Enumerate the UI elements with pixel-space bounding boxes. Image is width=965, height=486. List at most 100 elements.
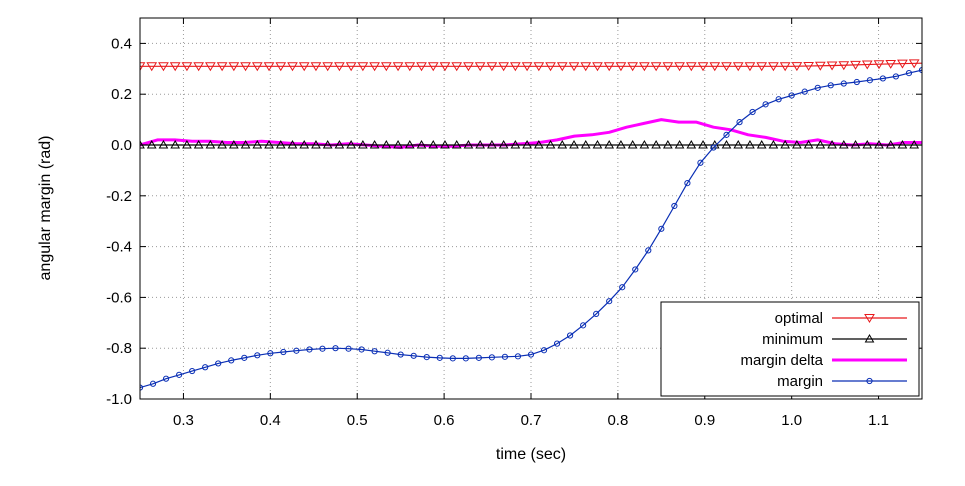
optimal-marker xyxy=(204,62,216,72)
margin-point xyxy=(801,88,808,95)
minimum-marker xyxy=(803,139,814,149)
minimum-marker xyxy=(756,139,767,149)
margin-point xyxy=(671,202,678,210)
margin-point xyxy=(449,355,456,362)
margin-point xyxy=(632,266,639,273)
y-tick-label: 0.0 xyxy=(111,137,132,154)
optimal-marker xyxy=(885,59,897,69)
margin-point xyxy=(918,66,922,74)
minimum-marker xyxy=(158,139,169,149)
minimum-marker xyxy=(780,139,791,149)
optimal-marker xyxy=(545,62,556,72)
x-tick-label: 0.8 xyxy=(607,412,628,429)
margin-point xyxy=(540,347,548,354)
optimal-marker xyxy=(140,62,146,72)
minimum-marker xyxy=(463,139,474,149)
margin-point xyxy=(736,119,743,126)
margin-point xyxy=(645,247,652,254)
margin-point xyxy=(267,350,274,357)
optimal-marker xyxy=(463,62,474,72)
margin-point xyxy=(905,70,913,77)
minimum-marker xyxy=(768,139,779,149)
optimal-marker xyxy=(521,62,533,72)
optimal-marker xyxy=(380,62,392,72)
minimum-marker xyxy=(228,139,239,149)
optimal-marker xyxy=(404,62,416,72)
optimal-marker xyxy=(533,62,545,72)
margin-point xyxy=(606,298,613,305)
margin-point xyxy=(423,353,430,361)
margin-point xyxy=(397,351,404,358)
optimal-marker xyxy=(768,62,779,72)
minimum-marker xyxy=(792,139,802,149)
margin-point xyxy=(527,351,535,358)
legend-marker-optimal xyxy=(864,314,875,323)
margin-point xyxy=(567,332,574,339)
margin-point xyxy=(658,225,665,232)
margin-point xyxy=(827,82,834,89)
margin-point xyxy=(149,380,157,387)
optimal-marker xyxy=(251,62,263,72)
minimum-marker xyxy=(182,139,192,149)
legend: optimal minimum margin delta margin xyxy=(660,301,920,397)
optimal-marker xyxy=(908,59,920,69)
margin-point xyxy=(684,180,691,187)
margin-point xyxy=(462,355,469,362)
minimum-marker xyxy=(569,139,579,149)
minimum-marker xyxy=(322,139,333,149)
optimal-marker xyxy=(146,62,158,72)
minimum-marker xyxy=(733,139,744,149)
optimal-marker xyxy=(158,62,169,72)
minimum-marker xyxy=(897,139,908,149)
x-tick-label: 0.3 xyxy=(173,412,194,429)
minimum-marker xyxy=(721,139,732,149)
margin-line xyxy=(140,69,922,389)
optimal-marker xyxy=(744,62,756,72)
minimum-marker xyxy=(850,139,861,149)
minimum-marker xyxy=(498,139,509,149)
margin-point xyxy=(436,354,443,361)
y-tick-label: -0.6 xyxy=(106,289,132,306)
margin-point xyxy=(371,348,378,355)
margin-point xyxy=(189,367,196,375)
optimal-marker xyxy=(838,61,850,71)
minimum-marker xyxy=(428,139,439,149)
minimum-marker xyxy=(264,139,274,149)
margin-point xyxy=(788,92,795,99)
optimal-marker xyxy=(603,62,615,72)
minimum-marker xyxy=(686,139,697,149)
margin-point xyxy=(723,131,730,138)
optimal-marker xyxy=(357,62,369,72)
margin-point xyxy=(410,352,417,359)
margin-point xyxy=(814,84,821,91)
margin-point xyxy=(202,364,209,371)
optimal-marker xyxy=(427,62,439,72)
minimum-marker xyxy=(252,139,263,149)
optimal-marker xyxy=(709,62,721,72)
optimal-marker xyxy=(193,62,205,72)
optimal-marker xyxy=(826,61,838,71)
optimal-marker xyxy=(697,62,709,72)
minimum-marker xyxy=(639,139,650,149)
optimal-marker xyxy=(439,62,451,72)
optimal-marker xyxy=(369,62,380,72)
minimum-marker xyxy=(440,139,450,149)
optimal-marker xyxy=(451,62,463,72)
margin-point xyxy=(280,348,287,356)
optimal-marker xyxy=(861,60,873,70)
margin-point xyxy=(384,349,391,356)
legend-label-optimal: optimal xyxy=(775,310,823,327)
margin-point xyxy=(215,360,222,367)
y-tick-label: -0.2 xyxy=(106,188,132,205)
minimum-marker xyxy=(334,139,345,149)
margin-point xyxy=(228,357,235,364)
optimal-marker xyxy=(486,62,498,72)
margin-point xyxy=(749,108,756,116)
optimal-marker xyxy=(732,62,744,72)
optimal-marker xyxy=(779,62,791,72)
optimal-marker xyxy=(639,62,650,72)
margin-point xyxy=(580,322,587,329)
optimal-marker xyxy=(592,62,603,72)
